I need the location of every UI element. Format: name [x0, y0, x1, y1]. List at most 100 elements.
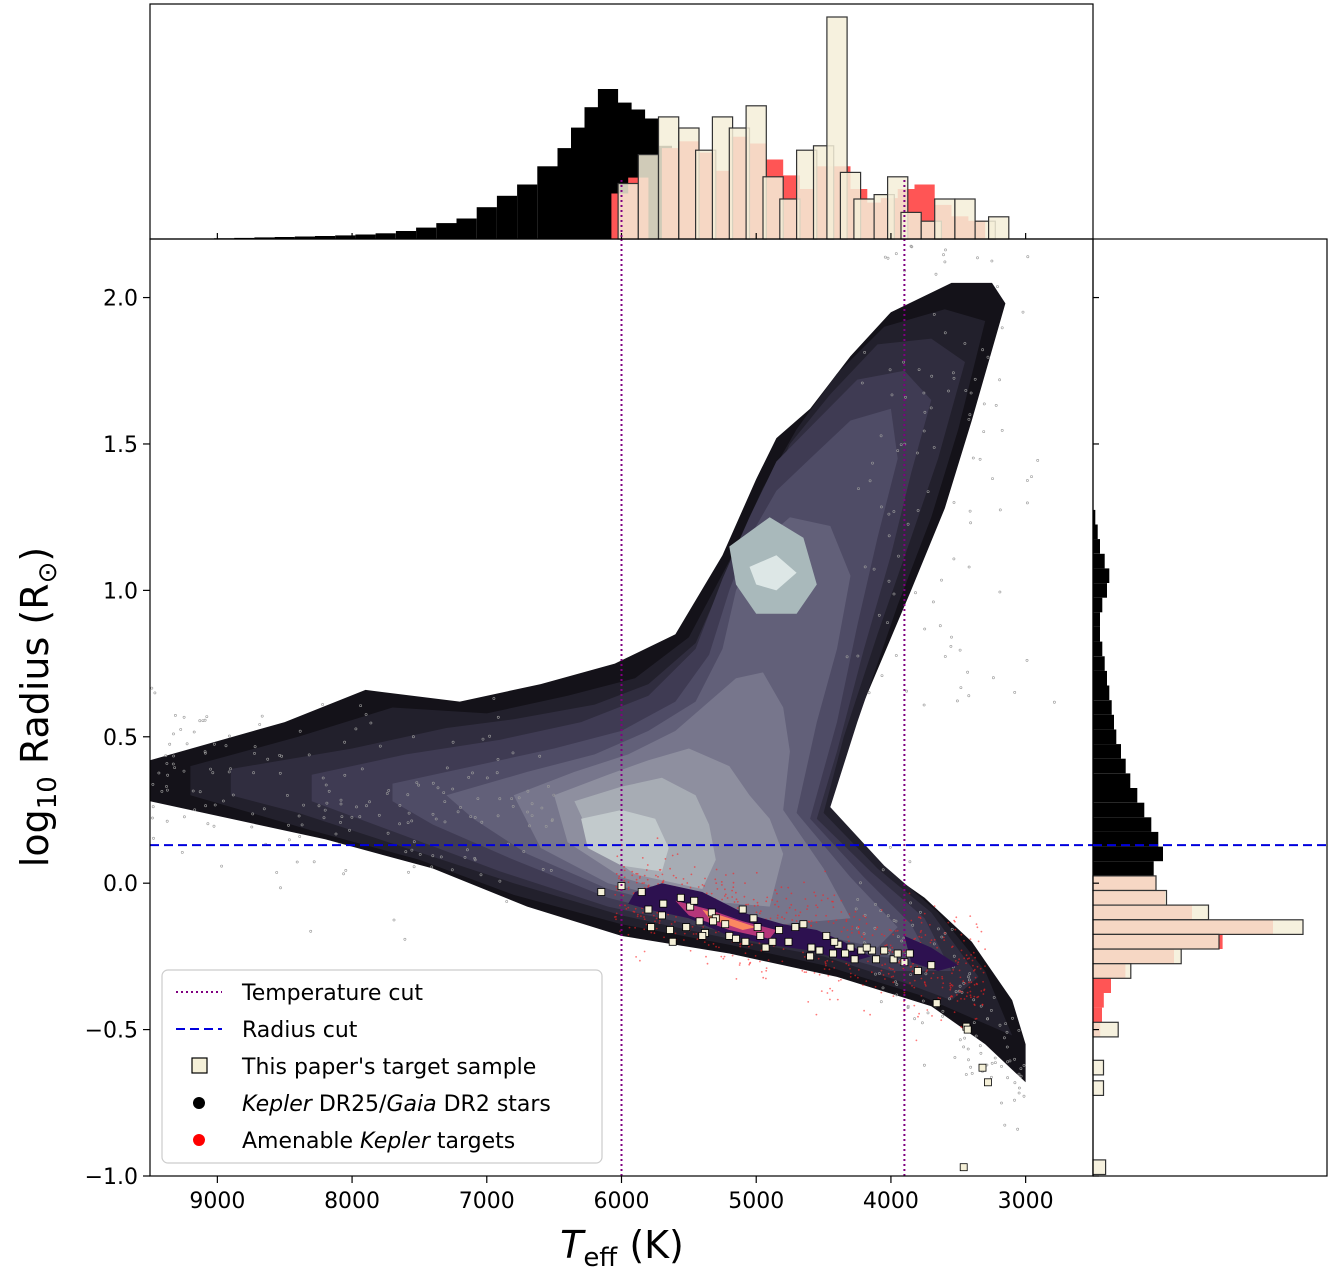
kepler-star-point [922, 429, 926, 433]
amenable-target-point [896, 929, 899, 932]
amenable-target-point [798, 914, 800, 917]
kepler-star-point [926, 490, 930, 494]
kepler-star-point [182, 769, 186, 773]
kepler-star-point [871, 461, 874, 465]
amenable-target-point [936, 946, 938, 949]
kepler-star-point [986, 1017, 989, 1021]
kepler-star-point [150, 816, 154, 820]
kepler-star-point [385, 792, 389, 795]
amenable-target-point [641, 882, 644, 884]
amenable-target-point [829, 987, 831, 990]
amenable-target-point [745, 903, 747, 906]
right-histogram [1092, 238, 1328, 1177]
amenable-target-point [911, 985, 913, 987]
amenable-target-point [813, 891, 816, 894]
amenable-target-point [890, 968, 892, 970]
right-hist-bar [1093, 817, 1152, 832]
amenable-target-point [857, 976, 859, 979]
right-hist-red-bar [1093, 993, 1104, 1008]
amenable-target-point [767, 959, 770, 961]
kepler-star-point [151, 805, 155, 809]
amenable-target-point [619, 904, 621, 907]
legend-box [161, 969, 603, 1164]
kepler-star-point [990, 1061, 994, 1065]
black-top-hist-bar [315, 236, 336, 239]
kepler-star-point [953, 1056, 957, 1059]
amenable-target-point [880, 991, 883, 994]
amenable-target-point [647, 884, 650, 887]
amenable-target-point [981, 1004, 984, 1006]
kepler-star-point [943, 655, 947, 658]
amenable-target-point [865, 922, 868, 925]
amenable-target-point [715, 945, 717, 948]
kepler-star-point [403, 937, 407, 941]
target-sample-square [905, 949, 914, 958]
target-top-hist-bar [987, 216, 1010, 240]
amenable-target-point [806, 905, 809, 907]
kepler-star-point [411, 735, 415, 739]
target-sample-square [841, 949, 849, 958]
right-hist-bar [1093, 744, 1121, 759]
kepler-star-point [986, 355, 990, 359]
amenable-target-point [968, 957, 970, 960]
right-hist-bar [1093, 553, 1105, 569]
x-tick-label: 3000 [998, 1189, 1054, 1214]
amenable-target-point [974, 976, 977, 979]
kepler-star-point [892, 510, 896, 513]
kepler-star-point [412, 840, 416, 844]
amenable-target-point [960, 1025, 963, 1028]
amenable-target-point [843, 926, 845, 929]
kepler-star-point [908, 860, 912, 864]
amenable-target-point [827, 920, 830, 923]
kepler-star-point [921, 1021, 924, 1025]
amenable-target-point [864, 916, 867, 919]
amenable-target-point [874, 985, 877, 988]
kepler-star-point [224, 744, 228, 748]
target-sample-square [914, 967, 922, 975]
amenable-target-point [806, 908, 808, 910]
amenable-target-point [720, 955, 723, 958]
kepler-star-point [906, 1006, 910, 1010]
kepler-star-point [1003, 1123, 1007, 1127]
amenable-target-point [968, 986, 971, 989]
amenable-target-point [643, 950, 646, 953]
amenable-target-point [623, 876, 626, 879]
amenable-target-point [976, 926, 979, 929]
amenable-target-point [731, 954, 734, 957]
kepler-star-point [923, 410, 927, 414]
amenable-target-point [952, 969, 955, 971]
amenable-target-point [615, 915, 617, 918]
amenable-target-point [794, 914, 797, 917]
kepler-star-point [173, 714, 177, 717]
amenable-target-point [960, 949, 963, 952]
kepler-star-point [992, 996, 996, 999]
amenable-target-point [976, 965, 979, 968]
kepler-star-point [1006, 1060, 1009, 1064]
kepler-star-point [941, 1014, 945, 1018]
density-contour [581, 810, 669, 872]
amenable-target-point [714, 878, 717, 881]
kepler-star-point [991, 477, 994, 481]
kepler-star-point [415, 781, 419, 785]
legend-dot-swatch [193, 1097, 205, 1109]
amenable-target-point [810, 920, 813, 922]
kepler-star-point [874, 972, 877, 976]
amenable-target-point [954, 928, 957, 931]
kepler-star-point [179, 728, 183, 731]
kepler-star-point [443, 820, 447, 824]
amenable-target-point [777, 905, 780, 908]
amenable-target-point [953, 1011, 956, 1014]
kepler-star-point [386, 831, 390, 835]
amenable-target-point [692, 933, 695, 935]
legend-dot-swatch [193, 1134, 205, 1146]
amenable-target-point [634, 907, 637, 910]
amenable-target-point [975, 1017, 978, 1020]
kepler-star-point [932, 446, 936, 449]
kepler-star-point [859, 881, 862, 885]
amenable-target-point [701, 884, 704, 886]
kepler-star-point [1013, 1098, 1016, 1102]
amenable-target-point [682, 878, 685, 880]
kepler-star-point [894, 252, 898, 256]
amenable-target-point [718, 946, 720, 949]
amenable-target-point [715, 868, 718, 871]
